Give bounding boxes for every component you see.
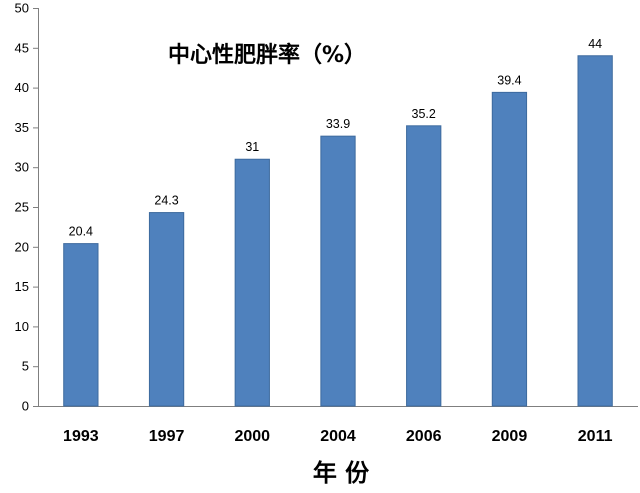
y-tick-label: 50 [15,1,29,16]
x-axis-title: 年 份 [313,459,370,487]
data-label: 20.4 [69,225,93,239]
y-tick-label: 45 [15,40,29,55]
bars [63,55,613,407]
bar [234,158,270,407]
y-tick-label: 35 [15,120,29,135]
y-tick-label: 40 [15,80,29,95]
data-label: 31 [245,140,259,154]
bar [491,91,528,407]
x-tick-label: 2004 [320,428,356,445]
bar [406,125,442,407]
bar [577,55,613,407]
x-tick-label: 1997 [149,428,185,445]
data-label: 44 [588,37,602,51]
y-tick-label: 0 [22,399,29,414]
data-label: 39.4 [497,73,521,87]
x-tick-label: 2000 [234,428,270,445]
x-tick-label: 2009 [492,428,528,445]
y-tick-label: 20 [15,239,29,254]
data-label: 24.3 [154,194,178,208]
data-label: 33.9 [326,117,350,131]
y-tick-label: 30 [15,160,29,175]
y-tick-label: 25 [15,200,29,215]
x-axis-tick-labels: 1993 1997 2000 2004 2006 2009 2011 [63,428,613,445]
data-label: 35.2 [412,107,436,121]
chart-title: 中心性肥胖率（%） [168,42,366,68]
x-tick-label: 1993 [63,428,99,445]
data-labels: 20.4 24.3 31 33.9 35.2 39.4 44 [69,37,602,239]
bar [148,212,185,407]
bar [63,243,99,407]
x-tick-label: 2011 [578,428,613,445]
x-tick-label: 2006 [406,428,442,445]
y-tick-label: 5 [22,359,29,374]
y-tick-label: 10 [15,319,29,334]
y-axis-ticks: 0 5 10 15 20 25 30 35 40 45 50 [15,1,38,414]
y-tick-label: 15 [15,279,29,294]
bar [320,135,356,407]
